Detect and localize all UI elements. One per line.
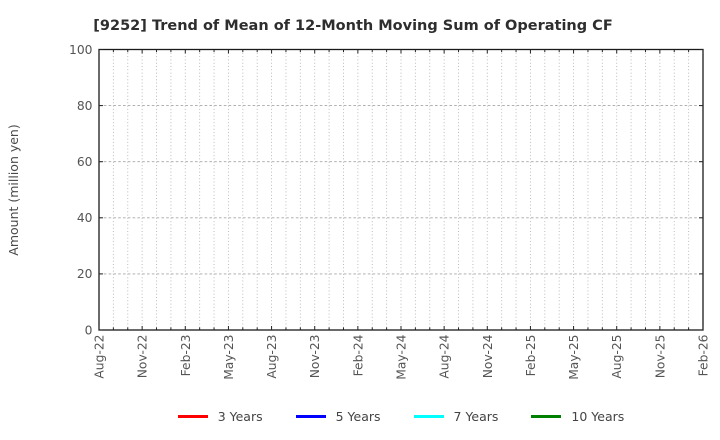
x-tick-label: Aug-24	[438, 334, 452, 378]
x-tick-label: May-24	[395, 334, 409, 379]
x-tick-label: Nov-22	[136, 335, 150, 379]
y-tick-label: 60	[77, 155, 93, 169]
legend-line-swatch	[531, 414, 562, 418]
x-tick-label: Nov-24	[481, 334, 495, 378]
chart-title: [9252] Trend of Mean of 12-Month Moving …	[93, 18, 612, 34]
legend-line-swatch	[413, 414, 444, 418]
y-axis-label: Amount (million yen)	[6, 124, 21, 255]
x-tick-label: Aug-23	[265, 335, 279, 379]
legend-item-label: 5 Years	[335, 408, 381, 424]
x-tick-label: Feb-23	[179, 335, 193, 377]
plot-area: 0 20 40 60 80 100 Aug-22 Nov-22 Feb-23 May-23 Aug-…	[69, 43, 710, 380]
y-tick-label: 20	[77, 267, 93, 281]
legend-item-label: 7 Years	[453, 408, 499, 424]
legend-line-swatch	[295, 414, 326, 418]
legend-line-swatch	[177, 414, 208, 418]
legend-item: 10 Years	[531, 409, 624, 424]
x-tick-label: Aug-25	[610, 335, 624, 379]
x-tick-label: Nov-23	[308, 335, 322, 379]
y-tick-label: 40	[77, 211, 93, 225]
x-tick-label: Feb-26	[697, 334, 711, 376]
legend-item-label: 3 Years	[217, 408, 263, 424]
y-tick-label: 100	[69, 43, 92, 57]
legend-item: 3 Years	[177, 408, 263, 424]
x-tick-label: Feb-25	[524, 335, 538, 377]
x-tick-label: May-23	[222, 335, 236, 380]
x-tick-label: May-25	[567, 335, 581, 380]
chart-legend: 3 Years 5 Years 7 Years 10 Years	[99, 407, 703, 425]
x-tick-label: Nov-25	[653, 335, 667, 379]
y-tick-label: 0	[85, 323, 93, 337]
legend-item: 5 Years	[295, 408, 381, 424]
y-tick-label: 80	[77, 99, 93, 113]
x-tick-label: Aug-22	[93, 335, 107, 379]
legend-item: 7 Years	[413, 408, 499, 424]
x-tick-label: Feb-24	[351, 334, 365, 376]
legend-item-label: 10 Years	[571, 408, 625, 424]
